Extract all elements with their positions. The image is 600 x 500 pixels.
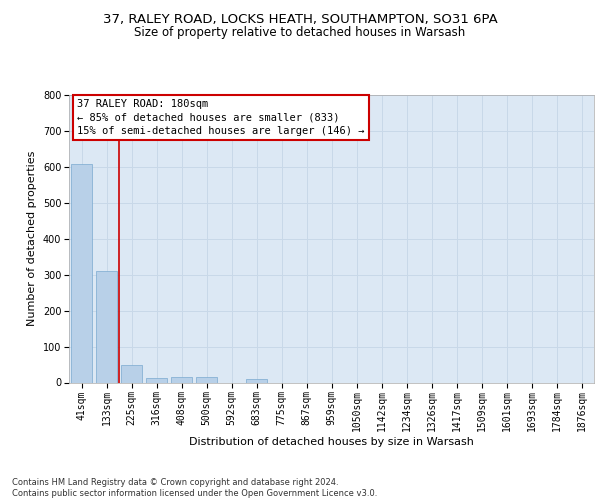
Text: Contains HM Land Registry data © Crown copyright and database right 2024.
Contai: Contains HM Land Registry data © Crown c…	[12, 478, 377, 498]
Bar	[146, 378, 167, 382]
X-axis label: Distribution of detached houses by size in Warsash: Distribution of detached houses by size …	[189, 437, 474, 447]
Text: 37 RALEY ROAD: 180sqm
← 85% of detached houses are smaller (833)
15% of semi-det: 37 RALEY ROAD: 180sqm ← 85% of detached …	[77, 100, 364, 136]
Bar	[121, 364, 142, 382]
Text: Size of property relative to detached houses in Warsash: Size of property relative to detached ho…	[134, 26, 466, 39]
Bar	[196, 378, 217, 382]
Bar	[96, 270, 117, 382]
Bar	[171, 378, 192, 382]
Y-axis label: Number of detached properties: Number of detached properties	[28, 151, 37, 326]
Bar	[71, 164, 92, 382]
Bar	[246, 379, 267, 382]
Text: 37, RALEY ROAD, LOCKS HEATH, SOUTHAMPTON, SO31 6PA: 37, RALEY ROAD, LOCKS HEATH, SOUTHAMPTON…	[103, 12, 497, 26]
